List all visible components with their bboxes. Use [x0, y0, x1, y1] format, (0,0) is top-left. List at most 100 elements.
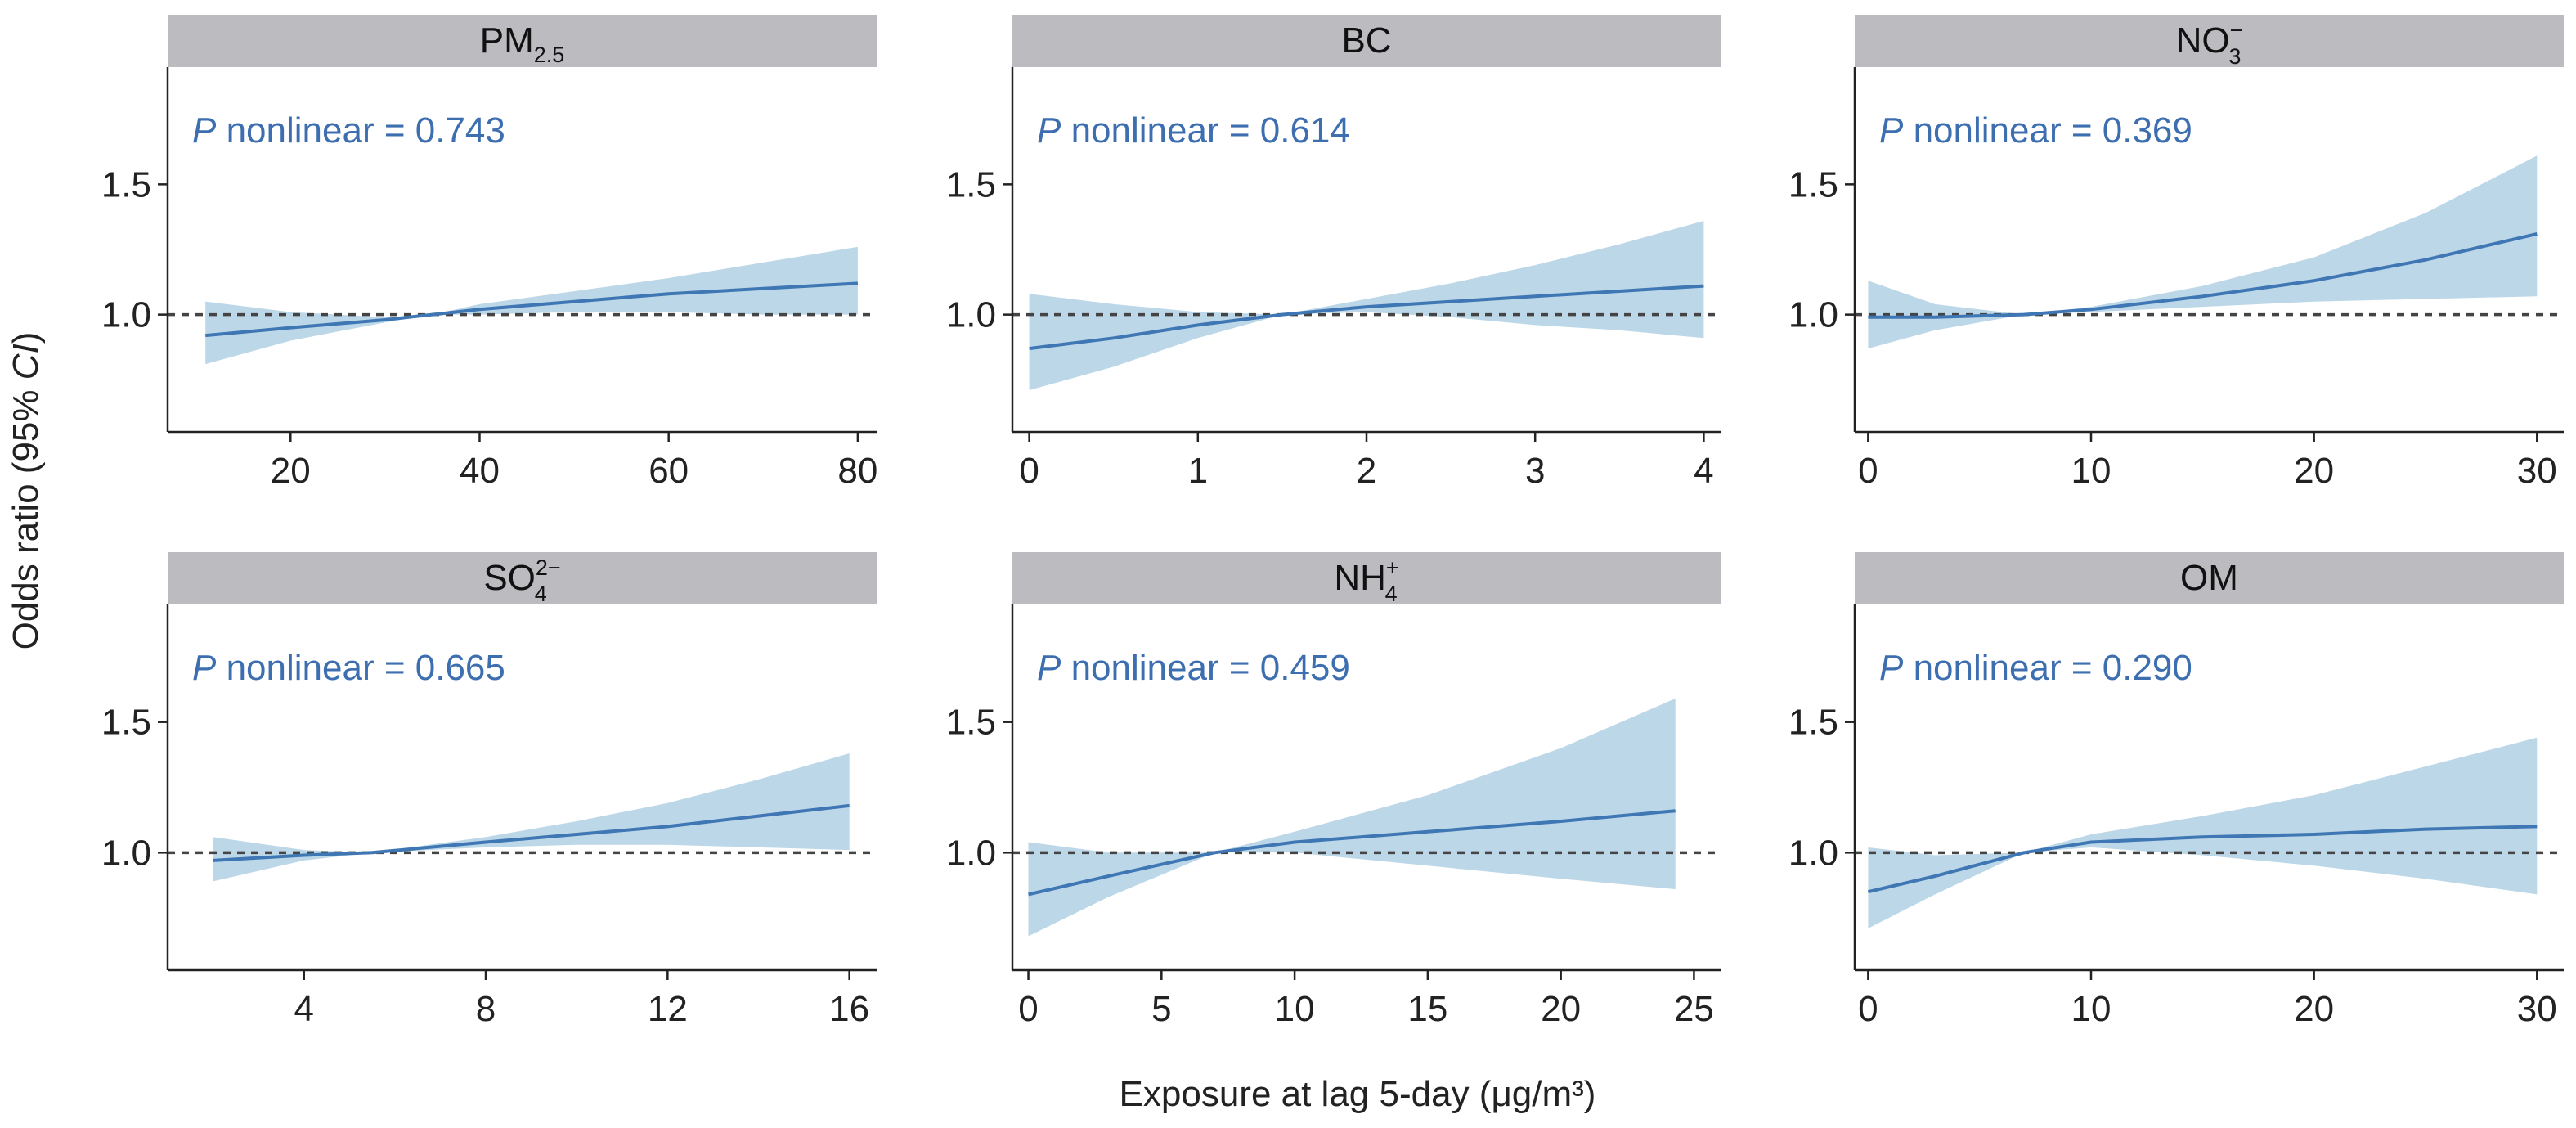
strip-title-sub: 4 [535, 582, 547, 606]
y-tick-label: 1.5 [1788, 164, 1838, 204]
y-tick-label: 1.0 [946, 295, 996, 335]
x-tick-label: 20 [1541, 989, 1581, 1029]
strip-title-main: BC [1341, 20, 1391, 61]
p-value-text: nonlinear = 0.290 [1903, 648, 2192, 688]
p-italic: P [1037, 110, 1061, 151]
confidence-band [213, 753, 850, 882]
p-nonlinear-annotation: P nonlinear = 0.743 [192, 110, 505, 151]
p-value-text: nonlinear = 0.369 [1903, 110, 2192, 151]
strip-header [1012, 15, 1721, 67]
p-italic: P [1879, 110, 1904, 151]
strip-header [168, 15, 877, 67]
x-tick-label: 12 [648, 989, 688, 1029]
y-axis-label-italic: CI [6, 344, 46, 380]
x-tick-label: 0 [1858, 989, 1878, 1029]
odds-ratio-line [213, 803, 850, 862]
odds-ratio-line [1029, 284, 1704, 351]
strip-title-sup: − [2230, 18, 2243, 43]
strip-title: NO− 3 [2176, 18, 2243, 69]
x-tick-label: 60 [648, 451, 689, 491]
odds-ratio-line [1867, 825, 2538, 894]
strip-title-sup: + [1386, 555, 1399, 580]
strip-header [168, 552, 877, 604]
x-tick-label: 1 [1188, 451, 1208, 491]
y-tick-label: 1.5 [946, 703, 996, 743]
y-tick-label: 1.5 [1788, 703, 1838, 743]
p-italic: P [192, 110, 217, 151]
y-tick-label: 1.0 [101, 833, 151, 873]
p-value-text: nonlinear = 0.665 [216, 648, 505, 688]
y-tick-label: 1.5 [101, 703, 151, 743]
panels: PM2.51.01.520 40 60 80P nonlinear = 0.743BC… [101, 15, 2564, 1029]
p-value-text: nonlinear = 0.614 [1061, 110, 1350, 151]
strip-title-main: PM [480, 20, 534, 61]
x-tick-label: 5 [1151, 989, 1171, 1029]
odds-ratio-line [1868, 231, 2538, 319]
x-tick-label: 8 [476, 989, 496, 1029]
panel-5: NH+ 4 1.0 1.5 0 5 10 15 20 25 P nonlinear = 0.459 [946, 552, 1721, 1029]
strip-title: SO2− 4 [483, 555, 560, 606]
strip-title-sub: 3 [2228, 44, 2241, 69]
p-nonlinear-annotation: P nonlinear = 0.290 [1879, 648, 2192, 688]
strip-title: BC [1341, 20, 1391, 61]
strip-title: NH+ 4 [1334, 555, 1398, 606]
odds-ratio-line [205, 281, 859, 338]
p-nonlinear-annotation: P nonlinear = 0.665 [192, 648, 505, 688]
y-tick-label: 1.0 [946, 833, 996, 873]
x-tick-label: 10 [2071, 989, 2112, 1029]
x-tick-label: 0 [1019, 451, 1039, 491]
panel-3: NO− 3 1.0 1.5 0 10 20 30 P nonlinear = 0.369 [1788, 15, 2564, 491]
y-tick-label: 1.0 [1788, 295, 1838, 335]
x-tick-label: 10 [2071, 451, 2112, 491]
confidence-band [1028, 698, 1676, 937]
x-tick-label: 40 [460, 451, 500, 491]
x-tick-label: 25 [1674, 989, 1714, 1029]
strip-title-main: NO [2176, 20, 2230, 61]
p-italic: P [1879, 648, 1904, 688]
x-tick-label: 80 [837, 451, 877, 491]
x-tick-label: 20 [2294, 451, 2334, 491]
confidence-band [1868, 155, 2538, 349]
strip-title-sub: 4 [1385, 582, 1398, 606]
strip-title: OM [2180, 558, 2238, 598]
strip-header [1855, 552, 2564, 604]
strip-title-main: NH [1334, 558, 1386, 598]
x-tick-label: 4 [294, 989, 313, 1029]
strip-title-main: OM [2180, 558, 2238, 598]
x-tick-label: 10 [1275, 989, 1315, 1029]
x-tick-label: 30 [2517, 989, 2557, 1029]
y-axis-label-text: Odds ratio (95% [6, 380, 46, 649]
p-value-text: nonlinear = 0.743 [216, 110, 505, 151]
strip-title: PM2.5 [480, 20, 565, 67]
p-nonlinear-annotation: P nonlinear = 0.369 [1879, 110, 2192, 151]
panel-2: BC 1.0 1.5 0 1 2 3 4 P nonlinear = 0.614 [946, 15, 1721, 491]
x-tick-label: 15 [1407, 989, 1447, 1029]
y-tick-label: 1.5 [946, 164, 996, 204]
y-tick-label: 1.0 [101, 295, 151, 335]
p-italic: P [192, 648, 217, 688]
x-tick-label: 2 [1357, 451, 1376, 491]
panel-6: OM 1.0 1.5 0 10 20 30 P nonlinear = 0.290 [1788, 552, 2564, 1029]
panel-4: SO2− 4 1.0 1.5 4 8 12 16 P nonlinear = 0.665 [101, 552, 877, 1029]
p-nonlinear-annotation: P nonlinear = 0.614 [1037, 110, 1350, 151]
x-tick-label: 30 [2517, 451, 2557, 491]
confidence-band [1868, 737, 2538, 928]
strip-title-sup: 2− [536, 555, 561, 580]
odds-ratio-line [1028, 809, 1676, 897]
x-tick-label: 20 [271, 451, 311, 491]
x-axis-label: Exposure at lag 5-day (μg/m³) [1120, 1074, 1596, 1114]
p-nonlinear-annotation: P nonlinear = 0.459 [1037, 648, 1350, 688]
panel-1: PM2.5 1.0 1.5 20 40 60 80 P nonlinear = 0.743 [101, 15, 877, 491]
y-axis-label-close: ) [6, 332, 46, 344]
y-tick-label: 1.0 [1788, 833, 1838, 873]
x-tick-label: 4 [1694, 451, 1713, 491]
x-tick-label: 3 [1525, 451, 1545, 491]
x-tick-label: 0 [1018, 989, 1038, 1029]
y-tick-label: 1.5 [101, 164, 151, 204]
strip-header [1012, 552, 1721, 604]
x-tick-label: 16 [829, 989, 869, 1029]
x-tick-label: 20 [2294, 989, 2334, 1029]
p-italic: P [1037, 648, 1061, 688]
x-tick-label: 0 [1858, 451, 1878, 491]
